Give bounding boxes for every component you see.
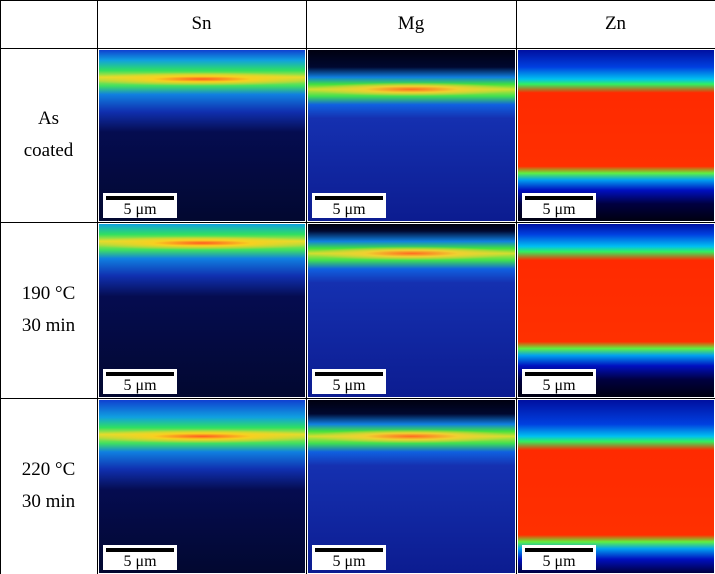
scale-bar-label: 5 μm — [332, 201, 366, 218]
scale-bar: 5 μm — [312, 369, 386, 394]
grid-line — [0, 0, 1, 574]
element-map: 5 μm — [518, 50, 714, 221]
column-header: Zn — [604, 13, 627, 34]
column-header: Sn — [191, 13, 212, 34]
scale-bar-label: 5 μm — [542, 201, 576, 218]
scale-bar-label: 5 μm — [123, 553, 157, 570]
element-map: 5 μm — [518, 224, 714, 397]
scale-bar-line — [106, 196, 174, 200]
grid-line — [0, 0, 715, 1]
row-label: 190 °C 30 min — [0, 222, 97, 398]
scale-bar-label: 5 μm — [332, 553, 366, 570]
element-map: 5 μm — [518, 400, 714, 573]
scale-bar-line — [106, 548, 174, 552]
scale-bar-line — [525, 548, 593, 552]
row-label-line: 220 °C — [21, 459, 76, 480]
scale-bar-line — [106, 372, 174, 376]
scale-bar: 5 μm — [312, 545, 386, 570]
scale-bar: 5 μm — [103, 193, 177, 218]
scale-bar: 5 μm — [103, 369, 177, 394]
row-label-line: 190 °C — [21, 283, 76, 304]
grid-line — [0, 48, 715, 49]
column-header: Mg — [397, 13, 425, 34]
scale-bar: 5 μm — [103, 545, 177, 570]
element-map: 5 μm — [99, 224, 305, 397]
row-label-line: coated — [23, 140, 74, 161]
scale-bar: 5 μm — [522, 193, 596, 218]
row-label: 220 °C 30 min — [0, 398, 97, 574]
element-map: 5 μm — [99, 50, 305, 221]
scale-bar-label: 5 μm — [332, 377, 366, 394]
scale-bar: 5 μm — [522, 369, 596, 394]
scale-bar-label: 5 μm — [542, 377, 576, 394]
grid-line — [97, 0, 98, 574]
grid-line — [516, 0, 517, 574]
grid-line — [306, 0, 307, 574]
scale-bar: 5 μm — [312, 193, 386, 218]
scale-bar-line — [315, 548, 383, 552]
row-label-line: As — [37, 108, 60, 129]
scale-bar-label: 5 μm — [542, 553, 576, 570]
scale-bar-line — [315, 196, 383, 200]
element-map: 5 μm — [308, 400, 515, 573]
grid-line — [0, 222, 715, 223]
scale-bar: 5 μm — [522, 545, 596, 570]
scale-bar-label: 5 μm — [123, 377, 157, 394]
element-map: 5 μm — [308, 50, 515, 221]
grid-line — [0, 398, 715, 399]
scale-bar-label: 5 μm — [123, 201, 157, 218]
element-map: 5 μm — [99, 400, 305, 573]
scale-bar-line — [525, 196, 593, 200]
element-map: 5 μm — [308, 224, 515, 397]
scale-bar-line — [525, 372, 593, 376]
row-label-line: 30 min — [21, 491, 76, 512]
row-label: As coated — [0, 48, 97, 222]
scale-bar-line — [315, 372, 383, 376]
row-label-line: 30 min — [21, 315, 76, 336]
